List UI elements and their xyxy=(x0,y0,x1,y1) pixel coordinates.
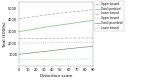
Legend: Upper bound, Total (positive), Lower bound, Upper bound, Total (provided), Lower: Upper bound, Total (positive), Lower bou… xyxy=(94,1,124,31)
Y-axis label: Total (£000s): Total (£000s) xyxy=(3,21,7,48)
X-axis label: Distortion score: Distortion score xyxy=(40,74,72,78)
